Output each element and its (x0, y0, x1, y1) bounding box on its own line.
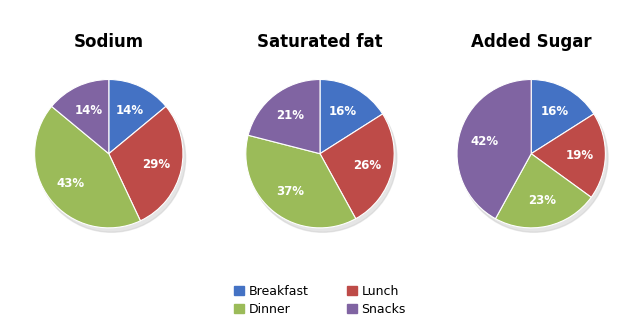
Wedge shape (109, 106, 183, 221)
Wedge shape (52, 79, 109, 154)
Wedge shape (320, 114, 394, 219)
Text: 43%: 43% (56, 177, 84, 190)
Text: 19%: 19% (565, 149, 593, 162)
Title: Sodium: Sodium (74, 33, 144, 51)
Wedge shape (246, 135, 356, 228)
Title: Saturated fat: Saturated fat (257, 33, 383, 51)
Text: 21%: 21% (276, 109, 305, 122)
Legend: Breakfast, Dinner, Lunch, Snacks: Breakfast, Dinner, Lunch, Snacks (229, 280, 411, 321)
Circle shape (248, 84, 397, 232)
Circle shape (37, 84, 186, 232)
Text: 14%: 14% (115, 104, 143, 116)
Text: 16%: 16% (540, 105, 568, 118)
Wedge shape (495, 154, 591, 228)
Title: Added Sugar: Added Sugar (471, 33, 591, 51)
Text: 42%: 42% (470, 135, 499, 148)
Wedge shape (35, 106, 140, 228)
Text: 29%: 29% (142, 158, 170, 171)
Text: 14%: 14% (74, 104, 102, 116)
Text: 37%: 37% (276, 185, 305, 198)
Wedge shape (531, 114, 605, 197)
Text: 26%: 26% (353, 159, 381, 172)
Wedge shape (531, 79, 594, 154)
Text: 16%: 16% (329, 105, 357, 118)
Wedge shape (457, 79, 531, 219)
Circle shape (460, 84, 608, 232)
Wedge shape (109, 79, 166, 154)
Text: 23%: 23% (528, 194, 556, 207)
Wedge shape (248, 79, 320, 154)
Wedge shape (320, 79, 383, 154)
